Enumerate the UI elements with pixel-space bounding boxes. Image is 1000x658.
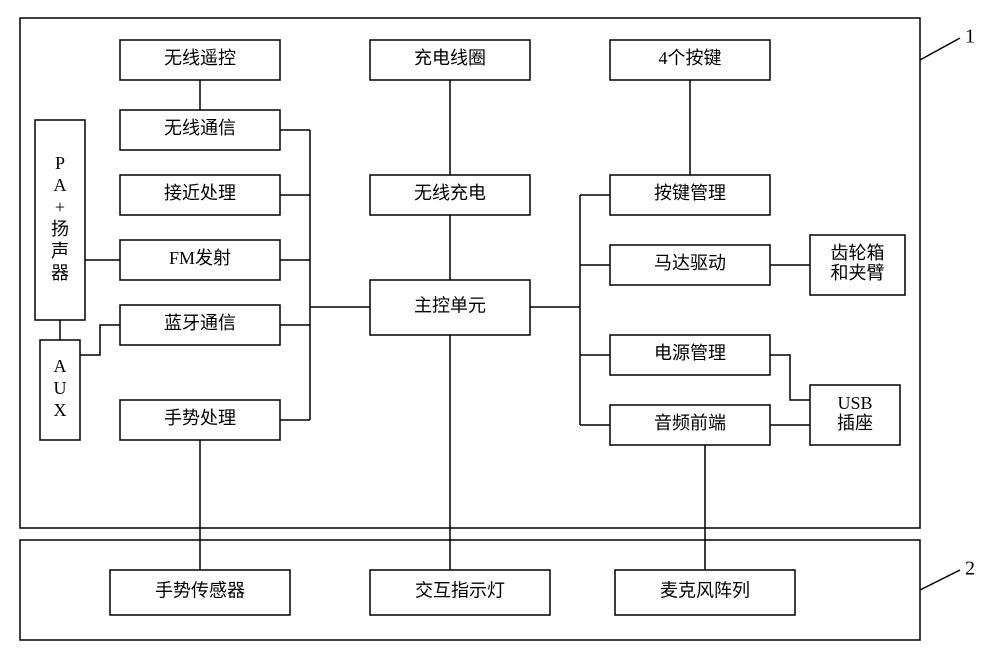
node-four-buttons: 4个按键 [610,40,770,80]
group-2-callout-label: 2 [965,558,975,580]
edge-power-mgmt-usb-socket-21 [770,355,810,400]
node-gesture-proc: 手势处理 [120,400,280,440]
node-pa-speaker-char-0: P [55,153,65,173]
node-wireless-charge: 无线充电 [370,175,530,215]
node-main-ctrl-label: 主控单元 [414,296,486,316]
node-aux-char-2: X [54,400,67,420]
node-proximity: 接近处理 [120,175,280,215]
node-charging-coil: 充电线圈 [370,40,530,80]
node-pa-speaker-char-2: + [55,197,65,217]
node-power-mgmt: 电源管理 [610,335,770,375]
node-pa-speaker-char-5: 器 [51,263,69,283]
node-motor-drive-label: 马达驱动 [654,253,726,273]
node-gesture-sensor: 手势传感器 [110,570,290,615]
node-fm-tx: FM发射 [120,240,280,280]
node-pa-speaker-char-3: 扬 [51,219,69,239]
node-gesture-sensor-label: 手势传感器 [155,581,245,601]
node-wireless-remote-label: 无线遥控 [164,48,236,68]
node-key-mgmt: 按键管理 [610,175,770,215]
block-diagram: 12无线遥控充电线圈4个按键PA+扬声器PA+扬声器无线通信接近处理FM发射蓝牙… [0,0,1000,658]
node-audio-front: 音频前端 [610,405,770,445]
group-2-callout-line [920,570,960,590]
node-wireless-charge-label: 无线充电 [414,183,486,203]
node-wireless-remote: 无线遥控 [120,40,280,80]
node-indicator-light-label: 交互指示灯 [415,581,505,601]
node-pa-speaker-char-1: A [54,175,67,195]
node-bluetooth-label: 蓝牙通信 [164,313,236,333]
node-aux-char-1: U [54,378,67,398]
group-1-callout-line [920,38,960,60]
node-proximity-label: 接近处理 [164,183,236,203]
node-key-mgmt-label: 按键管理 [654,183,726,203]
node-motor-drive: 马达驱动 [610,245,770,285]
edge-aux-bluetooth-6 [80,325,120,355]
node-wireless-comm-label: 无线通信 [164,118,236,138]
node-bluetooth: 蓝牙通信 [120,305,280,345]
node-gearbox-line-0: 齿轮箱 [831,243,885,263]
node-charging-coil-label: 充电线圈 [414,48,486,68]
group-1-callout-label: 1 [965,26,975,48]
node-wireless-comm: 无线通信 [120,110,280,150]
node-pa-speaker-char-4: 声 [51,241,69,261]
node-mic-array-label: 麦克风阵列 [660,581,750,601]
node-mic-array: 麦克风阵列 [615,570,795,615]
node-main-ctrl: 主控单元 [370,280,530,335]
node-usb-socket-line-1: 插座 [837,413,873,433]
node-aux-char-0: A [54,356,67,376]
node-gesture-proc-label: 手势处理 [164,408,236,428]
node-four-buttons-label: 4个按键 [659,48,722,68]
node-usb-socket-line-0: USB [837,393,872,413]
node-indicator-light: 交互指示灯 [370,570,550,615]
node-power-mgmt-label: 电源管理 [654,343,726,363]
node-fm-tx-label: FM发射 [169,248,231,268]
node-audio-front-label: 音频前端 [654,413,726,433]
node-pa-speaker: PA+扬声器PA+扬声器 [0,0,85,320]
node-gearbox-line-1: 和夹臂 [831,263,885,283]
